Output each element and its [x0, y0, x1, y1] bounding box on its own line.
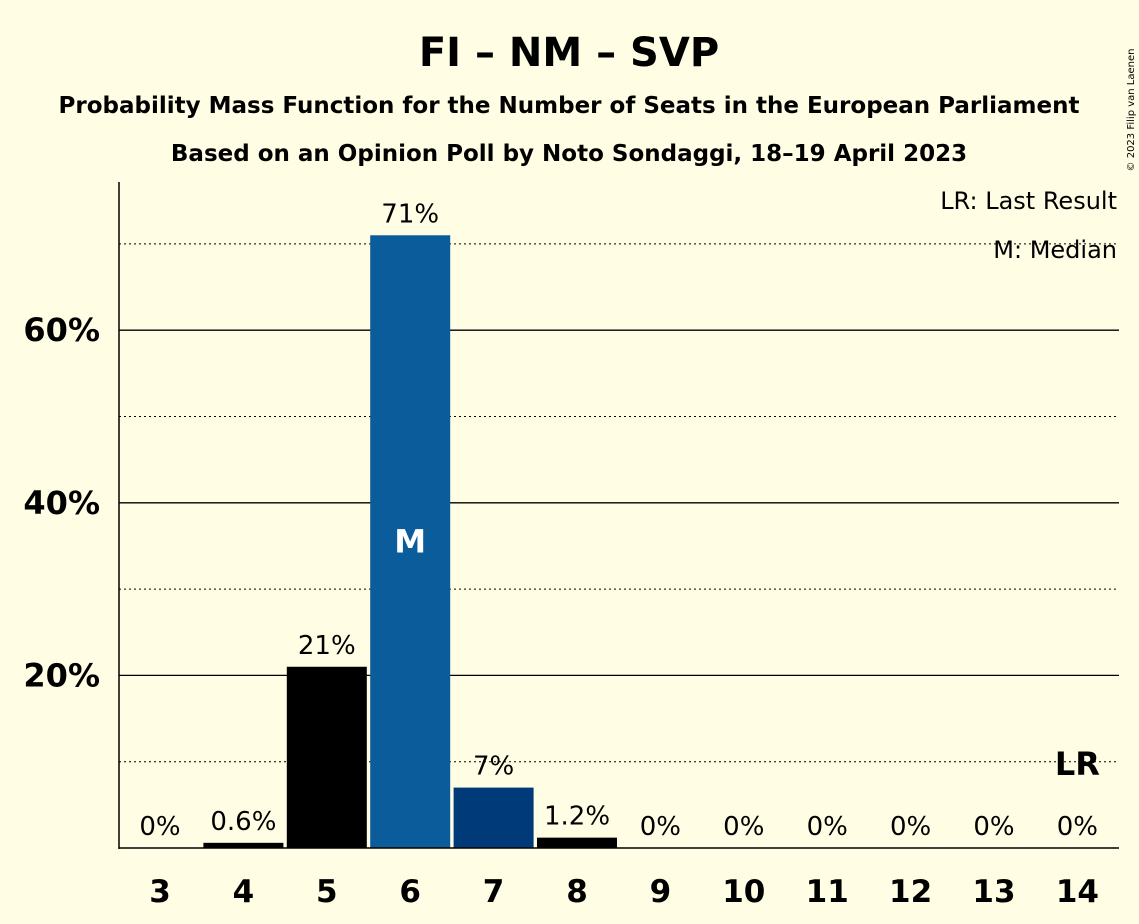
legend-last-result: LR: Last Result [940, 187, 1117, 215]
bar-value-label: 0% [1057, 812, 1098, 842]
bar-seats-7 [453, 787, 534, 848]
bar-seats-8 [537, 837, 617, 848]
x-tick-label: 10 [722, 874, 765, 910]
bar-value-label: 0% [640, 812, 681, 842]
bar-seats-5 [286, 666, 367, 848]
bar-value-label: 1.2% [544, 802, 610, 832]
bar-value-labels: 0% 0.6% 21% 71% M 7% 1.2% 0% 0% 0% 0% 0% 0% LR [139, 199, 1100, 842]
y-tick-label: 40% [23, 484, 100, 522]
bar-value-label: 0% [139, 812, 180, 842]
last-result-marker: LR [1055, 745, 1100, 783]
chart-subtitle: Probability Mass Function for the Number… [59, 93, 1080, 119]
x-tick-label: 9 [650, 874, 672, 910]
copyright-note: © 2023 Filip van Laenen [1126, 49, 1137, 172]
x-tick-label: 3 [149, 874, 171, 910]
x-tick-label: 8 [566, 874, 588, 910]
y-tick-label: 20% [23, 656, 100, 694]
y-tick-label: 60% [23, 311, 100, 349]
chart-title: FI – NM – SVP [419, 30, 719, 76]
bars [203, 235, 617, 848]
x-tick-label: 4 [233, 874, 255, 910]
bar-value-label: 21% [298, 631, 356, 661]
legend-median: M: Median [993, 236, 1117, 264]
bar-value-label: 0.6% [210, 807, 276, 837]
x-tick-label: 14 [1056, 874, 1099, 910]
bar-value-label: 0% [890, 812, 931, 842]
chart-source-line: Based on an Opinion Poll by Noto Sondagg… [171, 141, 967, 167]
x-tick-label: 7 [483, 874, 505, 910]
x-tick-label: 6 [399, 874, 421, 910]
bar-value-label: 7% [473, 752, 514, 782]
bar-value-label: 71% [381, 199, 439, 229]
y-axis-tick-labels: 20% 40% 60% [23, 311, 100, 694]
bar-seats-4 [203, 842, 284, 848]
x-tick-label: 11 [806, 874, 849, 910]
x-tick-label: 5 [316, 874, 338, 910]
x-tick-label: 13 [972, 874, 1015, 910]
bar-value-label: 0% [807, 812, 848, 842]
bar-seats-6 [370, 235, 451, 848]
x-axis-tick-labels: 3 4 5 6 7 8 9 10 11 12 13 14 [149, 874, 1099, 910]
bar-value-label: 0% [973, 812, 1014, 842]
x-tick-label: 12 [889, 874, 932, 910]
bar-value-label: 0% [723, 812, 764, 842]
gridlines [119, 243, 1119, 763]
median-marker: M [394, 523, 426, 561]
